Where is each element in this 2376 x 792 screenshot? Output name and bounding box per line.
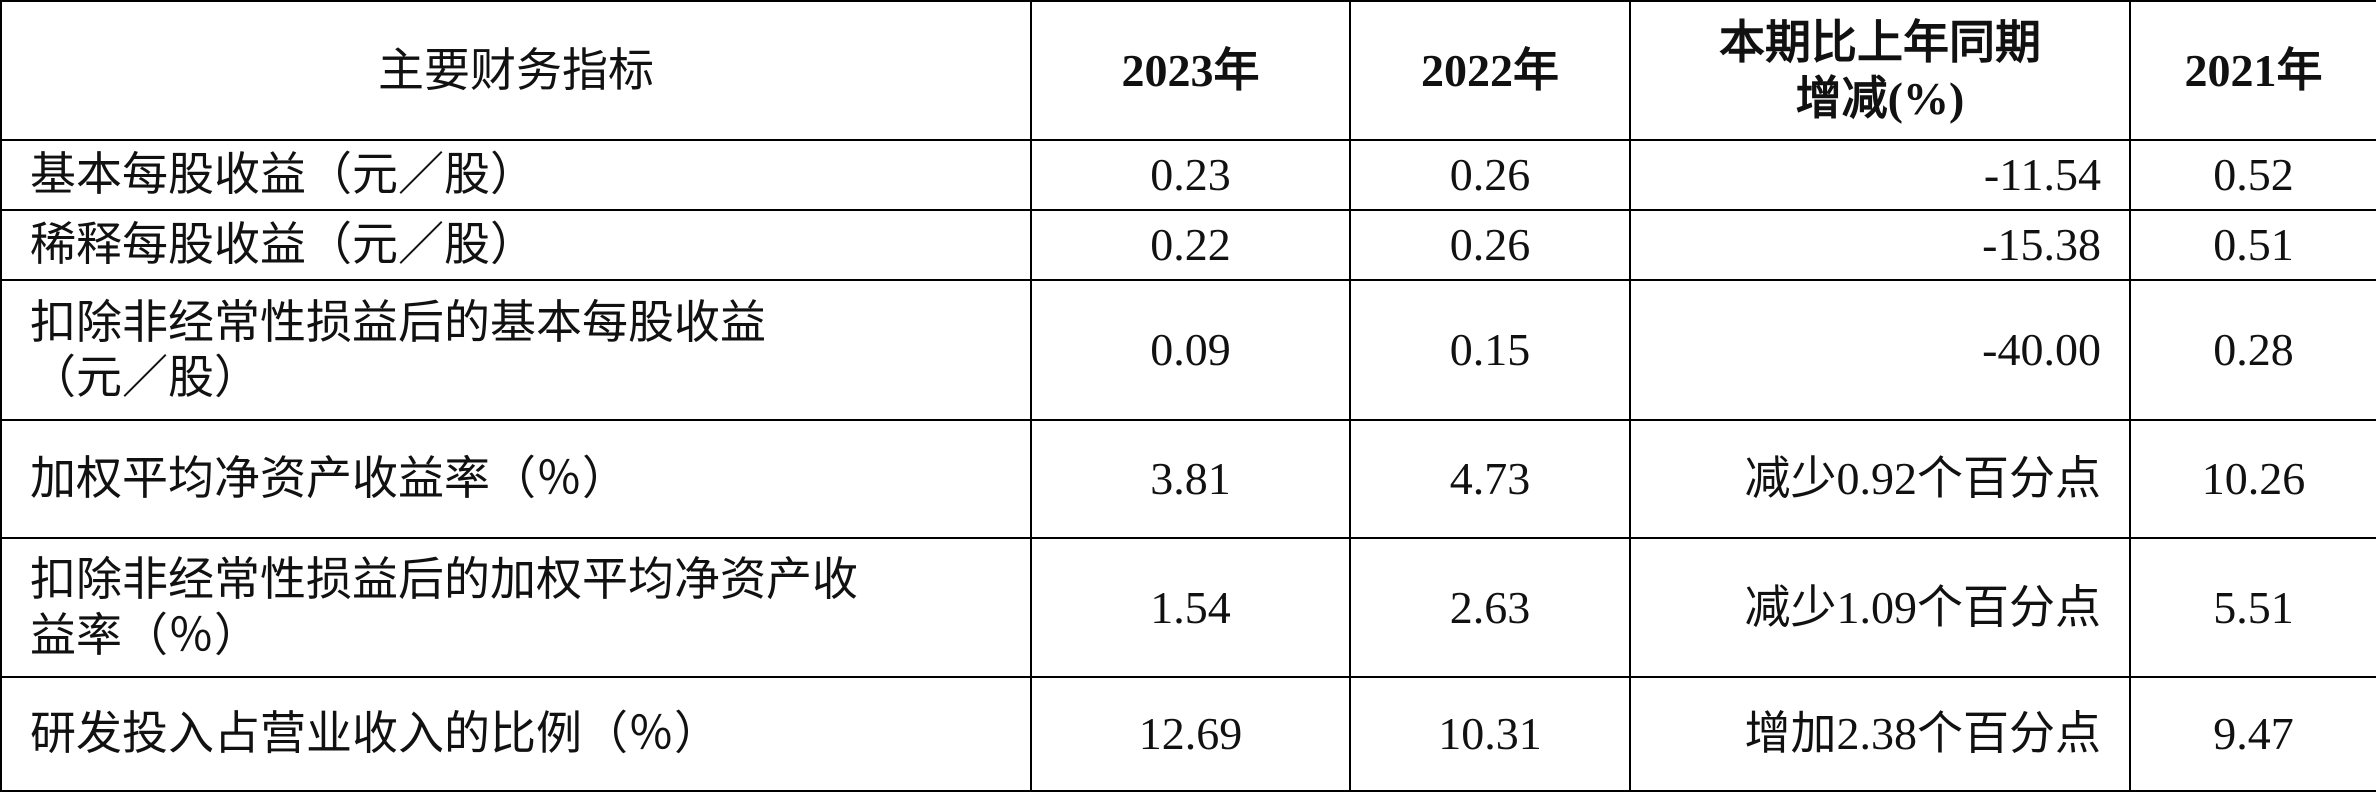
table-header: 主要财务指标 2023年 2022年 本期比上年同期 增减(%) 2021年 [0,0,2376,141]
row-label: 稀释每股收益（元／股） [0,209,1032,281]
table-row: 研发投入占营业收入的比例（％） 12.69 10.31 增加2.38个百分点 9.47 [0,676,2376,792]
table-cell: 2.63 [1349,537,1631,678]
table-cell: 5.51 [2129,537,2376,678]
table-row: 扣除非经常性损益后的基本每股收益 （元／股） 0.09 0.15 -40.00 0.28 [0,279,2376,421]
table-cell: 0.22 [1030,209,1351,281]
row-label: 研发投入占营业收入的比例（％） [0,676,1032,792]
table-cell: 0.23 [1030,139,1351,211]
header-cell: 2021年 [2129,0,2376,141]
row-label: 扣除非经常性损益后的基本每股收益 （元／股） [0,279,1032,421]
header-cell: 本期比上年同期 增减(%) [1629,0,2131,141]
row-label: 加权平均净资产收益率（％） [0,419,1032,539]
table-cell: 减少1.09个百分点 [1629,537,2131,678]
table-cell: 0.09 [1030,279,1351,421]
table-row: 扣除非经常性损益后的加权平均净资产收 益率（％） 1.54 2.63 减少1.09个百… [0,537,2376,678]
table-cell: -15.38 [1629,209,2131,281]
header-cell: 2023年 [1030,0,1351,141]
header-cell: 2022年 [1349,0,1631,141]
table-body: 基本每股收益（元／股） 0.23 0.26 -11.54 0.52 稀释每股收益（元／股）… [0,139,2376,792]
table-cell: 减少0.92个百分点 [1629,419,2131,539]
header-cell: 主要财务指标 [0,0,1032,141]
table-cell: 增加2.38个百分点 [1629,676,2131,792]
table-row: 稀释每股收益（元／股） 0.22 0.26 -15.38 0.51 [0,209,2376,281]
table-cell: 9.47 [2129,676,2376,792]
table-cell: 0.26 [1349,139,1631,211]
table-cell: 3.81 [1030,419,1351,539]
table-row: 基本每股收益（元／股） 0.23 0.26 -11.54 0.52 [0,139,2376,211]
table-cell: 10.26 [2129,419,2376,539]
table-cell: 0.52 [2129,139,2376,211]
header-row: 主要财务指标 2023年 2022年 本期比上年同期 增减(%) 2021年 [0,0,2376,141]
row-label: 扣除非经常性损益后的加权平均净资产收 益率（％） [0,537,1032,678]
table-cell: 4.73 [1349,419,1631,539]
table-cell: 0.51 [2129,209,2376,281]
table-cell: -40.00 [1629,279,2131,421]
table-cell: 0.26 [1349,209,1631,281]
table-cell: 1.54 [1030,537,1351,678]
table-cell: 0.28 [2129,279,2376,421]
table-cell: 12.69 [1030,676,1351,792]
table-cell: 10.31 [1349,676,1631,792]
table-cell: -11.54 [1629,139,2131,211]
table-row: 加权平均净资产收益率（％） 3.81 4.73 减少0.92个百分点 10.26 [0,419,2376,539]
row-label: 基本每股收益（元／股） [0,139,1032,211]
table-cell: 0.15 [1349,279,1631,421]
